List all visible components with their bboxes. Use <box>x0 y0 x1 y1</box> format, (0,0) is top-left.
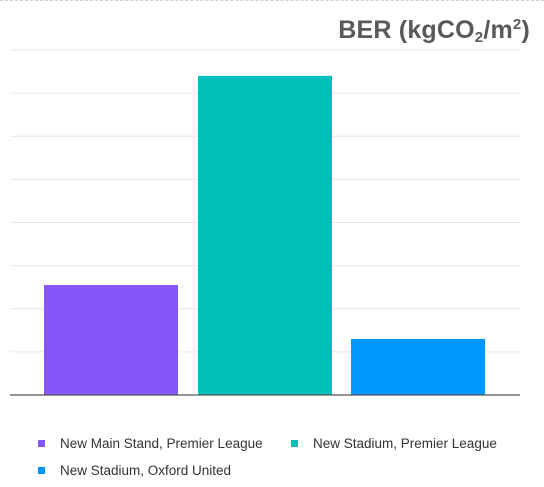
bar-2 <box>198 75 332 395</box>
legend-label: New Main Stand, Premier League <box>60 436 263 451</box>
bar-1 <box>44 285 178 395</box>
legend-swatch <box>38 440 45 447</box>
legend-label: New Stadium, Oxford United <box>60 463 232 478</box>
bar-3 <box>351 338 485 395</box>
legend-swatch <box>291 440 298 447</box>
bar-chart-plot <box>10 49 520 396</box>
chart-title-part: BER (kgCO <box>338 16 475 44</box>
chart-title-part: ) <box>521 16 530 44</box>
chart-title-subscript: 2 <box>474 29 484 46</box>
legend-label: New Stadium, Premier League <box>313 436 497 451</box>
chart-title-part: /m <box>483 16 513 44</box>
chart-title-superscript: 2 <box>512 16 522 33</box>
top-border <box>0 0 544 9</box>
legend-item-new-main-stand: New Main Stand, Premier League <box>38 436 263 451</box>
legend-item-new-stadium-oxford-united: New Stadium, Oxford United <box>38 463 231 478</box>
legend-swatch <box>38 467 45 474</box>
chart-title: BER (kgCO2/m2) <box>338 16 530 46</box>
legend-item-new-stadium-premier-league: New Stadium, Premier League <box>291 436 497 451</box>
